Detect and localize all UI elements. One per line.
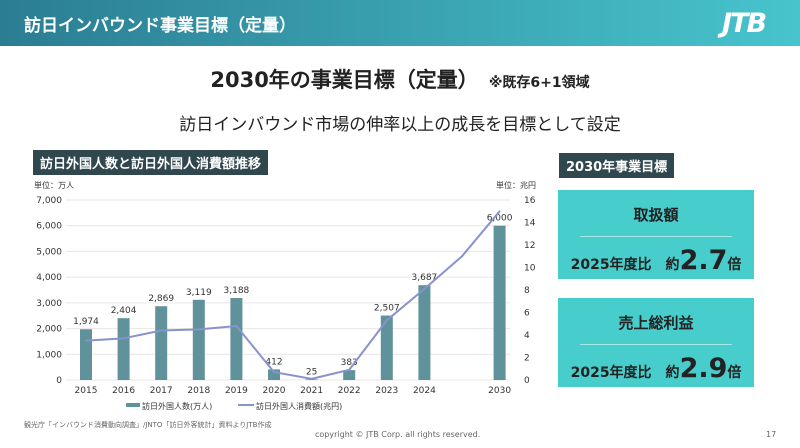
jtb-logo: JTB bbox=[722, 8, 767, 39]
legend-line-label: 訪日外国人消費額(兆円) bbox=[256, 401, 342, 411]
source-note: 観光庁「インバウンド消費動向調査」/JNTO「訪日外客統計」資料よりJTB作成 bbox=[24, 421, 272, 429]
x-tick-label: 2016 bbox=[112, 386, 135, 396]
right-axis-unit: 単位：兆円 bbox=[496, 181, 536, 190]
goal-suffix: 倍 bbox=[727, 365, 742, 381]
goal-prefix: 2025年度比 約 bbox=[570, 257, 680, 273]
bar-data-label: 3,119 bbox=[186, 288, 212, 298]
line-point bbox=[386, 319, 388, 322]
line-point bbox=[160, 329, 162, 332]
chart-section-title: 訪日外国人数と訪日外国人消費額推移 bbox=[33, 150, 269, 175]
bar-data-label: 3,687 bbox=[412, 273, 438, 283]
y2-tick-label: 6 bbox=[524, 309, 530, 319]
divider bbox=[580, 236, 732, 237]
x-tick-label: 2018 bbox=[187, 386, 210, 396]
y-tick-label: 7,000 bbox=[36, 196, 62, 206]
goal-suffix: 倍 bbox=[727, 257, 742, 273]
bar bbox=[493, 225, 506, 380]
bar bbox=[418, 285, 431, 380]
y2-tick-label: 4 bbox=[524, 331, 530, 341]
line-point bbox=[498, 210, 501, 213]
page-title: 2030年の事業目標（定量） ※既存6+1領域 bbox=[0, 64, 800, 94]
x-tick-label: 2015 bbox=[75, 386, 98, 396]
bar-data-label: 2,404 bbox=[111, 306, 137, 316]
left-axis-unit: 単位：万人 bbox=[34, 181, 74, 190]
goal-number: 2.9 bbox=[679, 353, 728, 384]
y2-tick-label: 8 bbox=[524, 286, 530, 296]
bar-data-label: 25 bbox=[306, 367, 317, 377]
goal-value: 2025年度比 約2.7倍 bbox=[558, 245, 754, 276]
y-tick-label: 1,000 bbox=[36, 350, 62, 360]
y-tick-label: 5,000 bbox=[36, 247, 62, 257]
goal-label: 取扱額 bbox=[633, 206, 679, 224]
x-tick-label: 2024 bbox=[413, 386, 436, 396]
legend-bar-swatch bbox=[126, 403, 140, 407]
bar-data-label: 6,000 bbox=[487, 214, 513, 224]
bar-data-label: 1,974 bbox=[73, 317, 99, 327]
y2-tick-label: 16 bbox=[524, 196, 536, 206]
x-tick-label: 2017 bbox=[150, 386, 173, 396]
x-tick-label: 2022 bbox=[338, 386, 361, 396]
goal-prefix: 2025年度比 約 bbox=[570, 365, 680, 381]
line-point bbox=[310, 378, 313, 380]
y2-tick-label: 12 bbox=[524, 241, 535, 251]
goal-value: 2025年度比 約2.9倍 bbox=[558, 353, 754, 384]
line-point bbox=[423, 288, 426, 290]
bar bbox=[230, 298, 243, 380]
bar-data-label: 383 bbox=[341, 358, 358, 368]
bar bbox=[268, 369, 280, 380]
bar bbox=[117, 318, 130, 380]
y2-tick-label: 0 bbox=[524, 376, 530, 386]
goal-number: 2.7 bbox=[679, 245, 728, 276]
page-subtitle: 訪日インバウンド市場の伸率以上の成長を目標として設定 bbox=[179, 115, 621, 135]
x-tick-label: 2020 bbox=[263, 386, 286, 396]
goal-label: 売上総利益 bbox=[618, 314, 694, 332]
divider bbox=[580, 344, 732, 345]
header-bar: 訪日インバウンド事業目標（定量） JTB bbox=[0, 0, 800, 46]
y-tick-label: 2,000 bbox=[36, 325, 62, 335]
bar bbox=[155, 306, 168, 380]
line-point bbox=[348, 369, 351, 371]
legend-bar-label: 訪日外国人数(万人) bbox=[142, 401, 212, 411]
line-point bbox=[198, 328, 200, 331]
title-text: 2030年の事業目標（定量） bbox=[210, 68, 479, 92]
x-tick-label: 2021 bbox=[300, 386, 323, 396]
bar bbox=[343, 370, 356, 380]
title-note: ※既存6+1領域 bbox=[488, 75, 590, 91]
y-tick-label: 4,000 bbox=[36, 273, 62, 283]
y-tick-label: 6,000 bbox=[36, 222, 62, 232]
line-series bbox=[85, 210, 501, 380]
x-tick-label: 2030 bbox=[488, 386, 511, 396]
line-point bbox=[122, 337, 125, 340]
bar bbox=[380, 315, 393, 380]
chart: 0 1,000 2,000 3,000 4,000 5,000 6,000 7,000 0 2 4 6… bbox=[36, 196, 536, 411]
bar-data-label: 2,869 bbox=[148, 294, 174, 304]
y2-tick-label: 10 bbox=[524, 264, 536, 274]
header-title: 訪日インバウンド事業目標（定量） bbox=[24, 16, 296, 36]
page-number: 17 bbox=[766, 430, 777, 439]
goal-card-gross-profit: 売上総利益 2025年度比 約2.9倍 bbox=[558, 298, 754, 387]
line-point bbox=[273, 371, 275, 373]
x-tick-label: 2019 bbox=[225, 386, 248, 396]
line-point bbox=[235, 325, 238, 327]
bar bbox=[192, 299, 205, 380]
y-tick-label: 0 bbox=[56, 376, 62, 386]
bar-data-label: 3,188 bbox=[224, 286, 250, 296]
y2-tick-label: 2 bbox=[524, 354, 530, 364]
y2-tick-label: 14 bbox=[524, 219, 536, 229]
line-point bbox=[85, 339, 87, 342]
line-point bbox=[461, 255, 463, 258]
bar-data-label: 412 bbox=[265, 357, 282, 367]
y-tick-label: 3,000 bbox=[36, 299, 62, 309]
bar-data-label: 2,507 bbox=[374, 304, 400, 314]
x-tick-label: 2023 bbox=[375, 386, 398, 396]
goals-title: 2030年事業目標 bbox=[559, 153, 675, 178]
goal-card-transaction: 取扱額 2025年度比 約2.7倍 bbox=[558, 190, 754, 279]
copyright: copyright © JTB Corp. all rights reserve… bbox=[315, 430, 481, 439]
bar bbox=[80, 329, 92, 380]
